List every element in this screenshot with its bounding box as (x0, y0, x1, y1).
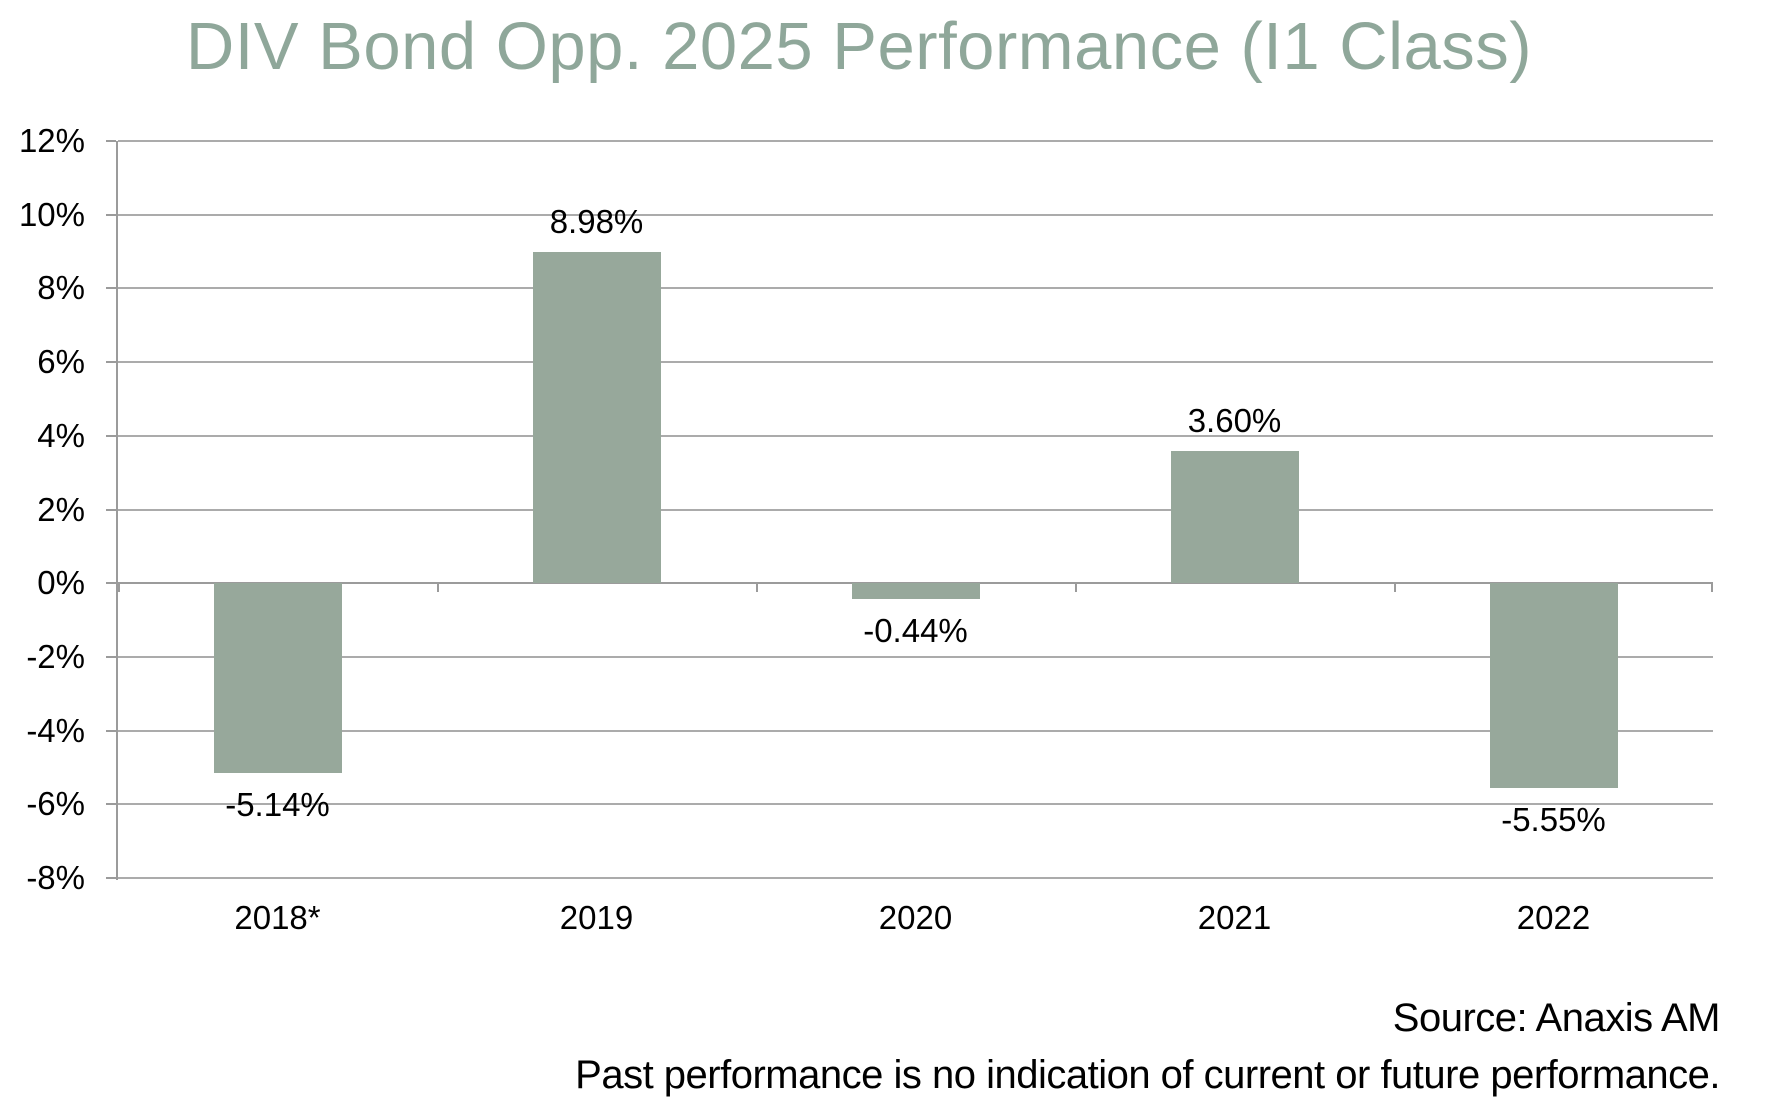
y-axis-tick-label: -2% (26, 637, 85, 675)
gridline (118, 729, 1713, 732)
x-axis-tick (756, 583, 758, 593)
bar-2018 (213, 583, 342, 773)
y-axis-tick (106, 140, 116, 142)
y-axis-tick-label: 12% (18, 122, 85, 159)
bar-value-label: 8.98% (549, 203, 644, 241)
x-axis-category-label: 2018* (234, 899, 321, 936)
x-axis-tick (1394, 583, 1396, 593)
y-axis-tick (106, 287, 116, 290)
bar-2022 (1489, 583, 1618, 788)
y-axis-tick (106, 803, 116, 806)
x-axis-tick (1075, 583, 1077, 593)
disclaimer-text: Past performance is no indication of cur… (575, 1053, 1720, 1097)
x-axis-tick (437, 583, 439, 593)
bar-value-label: -5.55% (1501, 800, 1606, 838)
y-axis-tick (106, 434, 116, 437)
gridline (118, 877, 1713, 879)
gridline (118, 361, 1713, 364)
x-axis-category-label: 2019 (559, 899, 634, 936)
x-axis-category-label: 2022 (1516, 899, 1591, 936)
bar-2019 (532, 252, 661, 584)
gridline (118, 508, 1713, 511)
x-axis-tick (118, 583, 120, 593)
gridline (118, 655, 1713, 658)
x-axis-category-label: 2021 (1197, 899, 1272, 936)
y-axis-tick-label: 4% (37, 416, 85, 454)
gridline (118, 213, 1713, 216)
y-axis-tick-label: 6% (37, 343, 85, 381)
y-axis-line (116, 141, 118, 880)
chart-footer: Source: Anaxis AM Past performance is no… (575, 990, 1720, 1104)
plot-area: 12% 10% 8% 6% 4% 2% 0% -2% -4% -6% -8% -5.14% 2018* 8… (19, 122, 1713, 936)
x-axis-tick (1711, 583, 1713, 593)
bar-value-label: -0.44% (863, 612, 968, 650)
gridline (118, 434, 1713, 437)
bar-2021 (1170, 450, 1299, 584)
chart-title: DIV Bond Opp. 2025 Performance (I1 Class… (185, 9, 1533, 84)
y-axis-tick-label: 2% (37, 490, 85, 528)
y-axis-tick (106, 729, 116, 732)
y-axis-tick-label: 10% (18, 195, 85, 233)
y-axis-tick-label: 0% (37, 564, 85, 602)
gridline (118, 803, 1713, 806)
y-axis-tick-label: 8% (37, 269, 85, 307)
y-axis-tick-label: -8% (26, 859, 85, 896)
y-axis-tick (106, 213, 116, 216)
bar-value-label: -5.14% (225, 785, 330, 823)
gridline (118, 287, 1713, 290)
y-axis-tick-label: -6% (26, 785, 85, 823)
y-axis-tick (106, 508, 116, 511)
x-axis-category-label: 2020 (878, 899, 953, 936)
y-axis-tick-label: -4% (26, 711, 85, 749)
bar-2020 (851, 583, 980, 600)
y-axis-tick (106, 877, 116, 879)
source-text: Source: Anaxis AM (1392, 996, 1721, 1040)
y-axis-tick (106, 361, 116, 364)
gridline (118, 140, 1713, 142)
bar-value-label: 3.60% (1187, 401, 1282, 439)
y-axis-tick (106, 655, 116, 658)
y-axis-tick (106, 582, 116, 585)
